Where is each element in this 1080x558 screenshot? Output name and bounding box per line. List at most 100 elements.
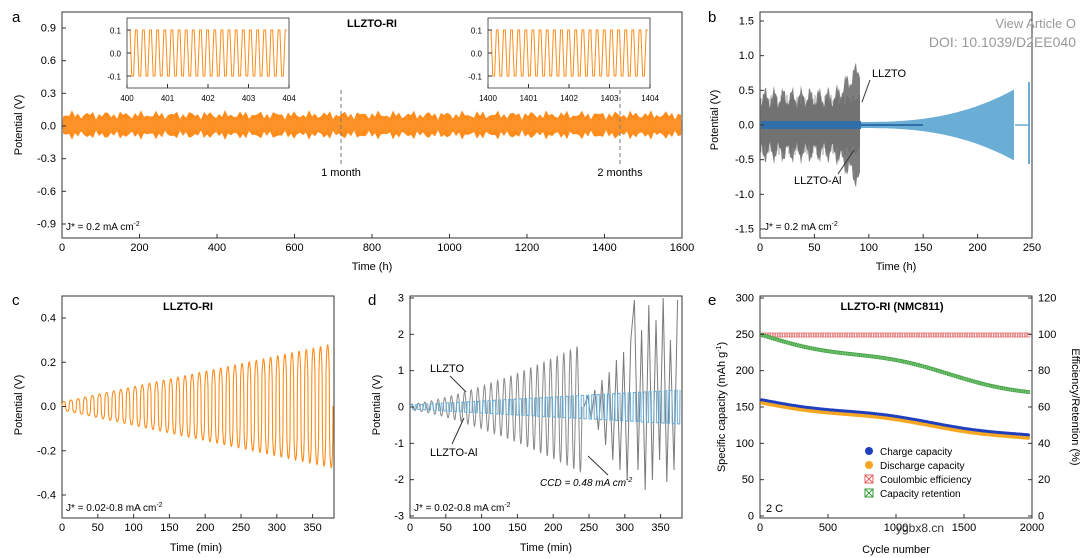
e-coulombic-marker (1009, 332, 1014, 338)
d-y-tick-label: 1 (398, 365, 404, 377)
panel-e-rate-label: 2 C (766, 503, 783, 515)
watermark-view-article[interactable]: View Article O (995, 16, 1076, 31)
a-y-tick-label: -0.3 (37, 153, 56, 165)
panel-d-signal (409, 297, 681, 491)
e-coulombic-marker (779, 332, 784, 338)
d-x-tick-label: 300 (616, 522, 634, 534)
panel-letter-b: b (708, 9, 716, 26)
e-coulombic-marker (839, 332, 844, 338)
panel-a-yticks: 0.9 0.6 0.3 0.0 -0.3 -0.6 -0.9 (37, 23, 66, 231)
inset2-x-tick-label: 1402 (560, 94, 578, 103)
panel-d: d 3 2 1 0 -1 -2 -3 0 50 100 150 200 250 300 350 Time … (368, 292, 683, 554)
watermark-doi[interactable]: DOI: 10.1039/D2EE040 (928, 34, 1076, 50)
legend-charge-marker (865, 447, 873, 455)
e-x-tick-label: 0 (757, 522, 763, 534)
b-y-tick-label: 1.5 (739, 16, 754, 28)
b-y-tick-label: 1.0 (739, 50, 754, 62)
e-coulombic-marker (892, 332, 896, 338)
panel-d-ccd-label: CCD = 0.48 mA cm-2 (540, 477, 632, 489)
inset-square-wave (129, 29, 287, 77)
e-coulombic-marker (990, 332, 995, 338)
d-x-tick-label: 0 (407, 522, 413, 534)
e-coulombic-marker (880, 332, 884, 338)
e-coulombic-marker (908, 332, 913, 338)
a-x-tick-label: 1600 (670, 242, 694, 254)
panel-b-signal (760, 62, 1030, 188)
e-coulombic-marker (786, 332, 791, 338)
panel-e-y2label: Efficiency/Retention (%) (1069, 348, 1080, 465)
e-coulombic-marker (889, 332, 894, 338)
e-x-tick-label: 500 (819, 522, 837, 534)
inset1-x-tick-label: 401 (161, 94, 175, 103)
c-x-tick-label: 300 (268, 522, 286, 534)
d-y-tick-label: 2 (398, 329, 404, 341)
inset1-y-tick-label: 0.1 (110, 27, 122, 36)
a-orange-band (63, 110, 681, 140)
inset2-x-tick-label: 1404 (641, 94, 659, 103)
e-coulombic-marker (935, 332, 940, 338)
legend-retention-marker (864, 488, 874, 498)
panel-b-xticks: 0 50 100 150 200 250 (757, 234, 1041, 254)
e-coulombic-marker (928, 332, 932, 338)
e-coulombic-marker (932, 332, 937, 338)
inset-2-yticks: 0.1 0.0 -0.1 (468, 27, 492, 82)
e-y2-tick-label: 20 (1038, 474, 1050, 486)
e-coulombic-marker (899, 332, 904, 338)
e-coulombic-marker (784, 332, 788, 338)
d-x-tick-label: 200 (544, 522, 562, 534)
e-y-tick-label: 0 (748, 511, 754, 523)
e-coulombic-marker (992, 332, 997, 338)
e-coulombic-marker (860, 332, 865, 338)
panel-a-xticks: 0 200 400 600 800 1000 1200 1400 1600 (59, 234, 694, 254)
c-y-tick-label: 0.4 (41, 313, 56, 325)
e-coulombic-marker (841, 332, 846, 338)
e-coulombic-marker (776, 332, 781, 338)
e-coulombic-marker (1014, 332, 1019, 338)
panel-e-yticks: 300 250 200 150 100 50 0 (736, 293, 764, 523)
e-coulombic-marker (820, 332, 824, 338)
inset1-x-tick-label: 400 (120, 94, 134, 103)
inset2-y-tick-label: 0.1 (471, 27, 483, 36)
e-coulombic-marker (913, 332, 918, 338)
panel-d-ccd-pointer (587, 455, 609, 476)
e-coulombic-marker (772, 332, 776, 338)
d-y-tick-label: -1 (394, 438, 404, 450)
legend-coulombic-label: Coulombic efficiency (880, 475, 972, 486)
d-y-tick-label: 3 (398, 293, 404, 305)
panel-b-xlabel: Time (h) (876, 261, 917, 273)
a-x-tick-label: 0 (59, 242, 65, 254)
d-x-tick-label: 150 (508, 522, 526, 534)
d-x-tick-label: 350 (651, 522, 669, 534)
panel-d-llzto-pointer (449, 375, 467, 393)
e-coulombic-marker (956, 332, 961, 338)
e-coulombic-marker (791, 332, 796, 338)
e-y-tick-label: 300 (736, 293, 754, 305)
e-coulombic-marker (793, 332, 798, 338)
e-coulombic-marker (865, 332, 870, 338)
d-x-tick-label: 250 (580, 522, 598, 534)
e-coulombic-marker (887, 332, 892, 338)
e-coulombic-marker (925, 332, 930, 338)
panel-d-xticks: 0 50 100 150 200 250 300 350 (407, 514, 670, 534)
one-month-label: 1 month (321, 167, 361, 179)
b-llztoal-envelope (860, 89, 1014, 161)
panel-a-current-label: J* = 0.2 mA cm-2 (66, 221, 140, 233)
e-coulombic-marker (978, 332, 983, 338)
panel-a-inset-1: 0.1 0.0 -0.1 400 401 402 403 404 (107, 17, 296, 103)
a-y-tick-label: 0.9 (41, 23, 56, 35)
e-coulombic-marker (844, 332, 848, 338)
c-x-tick-label: 350 (303, 522, 321, 534)
e-coulombic-marker (1012, 332, 1016, 338)
e-coulombic-marker (796, 332, 800, 338)
d-x-tick-label: 100 (472, 522, 490, 534)
panel-a-inset-2: 0.1 0.0 -0.1 1400 1401 1402 1403 1404 (468, 17, 659, 103)
a-x-tick-label: 1000 (437, 242, 461, 254)
panel-d-llzto-label: LLZTO (430, 363, 464, 375)
e-y2-tick-label: 0 (1038, 511, 1044, 523)
panel-a: a 1 month 2 months LLZTO-RI 0.9 0.6 0.3 0.0… (12, 9, 694, 273)
panel-c-xlabel: Time (min) (170, 542, 222, 554)
panel-letter-a: a (12, 9, 21, 26)
e-coulombic-marker (827, 332, 832, 338)
d-llztoal-trace (410, 389, 681, 425)
panel-e-legend: Charge capacity Discharge capacity Coulo… (864, 447, 972, 500)
